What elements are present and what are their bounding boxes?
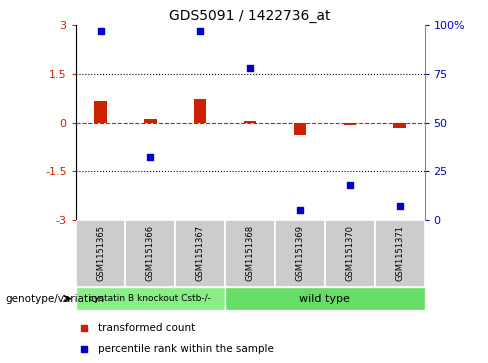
FancyBboxPatch shape xyxy=(225,220,275,287)
Bar xyxy=(244,121,256,122)
Text: genotype/variation: genotype/variation xyxy=(5,294,104,303)
Point xyxy=(81,346,88,352)
Text: GSM1151367: GSM1151367 xyxy=(196,225,205,281)
FancyBboxPatch shape xyxy=(325,220,375,287)
FancyBboxPatch shape xyxy=(375,220,425,287)
Point xyxy=(296,207,304,213)
Point xyxy=(396,203,404,209)
Title: GDS5091 / 1422736_at: GDS5091 / 1422736_at xyxy=(169,9,331,23)
Text: wild type: wild type xyxy=(300,294,350,303)
Text: GSM1151366: GSM1151366 xyxy=(146,225,155,281)
Text: GSM1151371: GSM1151371 xyxy=(395,225,404,281)
Point xyxy=(196,28,204,34)
Text: GSM1151368: GSM1151368 xyxy=(245,225,255,281)
Text: cystatin B knockout Cstb-/-: cystatin B knockout Cstb-/- xyxy=(89,294,211,303)
Text: percentile rank within the sample: percentile rank within the sample xyxy=(98,344,274,354)
Text: GSM1151370: GSM1151370 xyxy=(346,225,354,281)
Point xyxy=(346,182,354,188)
FancyBboxPatch shape xyxy=(225,287,425,310)
Point xyxy=(146,155,154,160)
Point xyxy=(246,65,254,71)
Bar xyxy=(194,99,206,122)
FancyBboxPatch shape xyxy=(275,220,325,287)
Point xyxy=(97,28,104,34)
Text: GSM1151369: GSM1151369 xyxy=(295,225,305,281)
FancyBboxPatch shape xyxy=(76,287,225,310)
Bar xyxy=(393,122,406,129)
Bar xyxy=(144,119,157,122)
Text: GSM1151365: GSM1151365 xyxy=(96,225,105,281)
Text: transformed count: transformed count xyxy=(98,323,196,333)
Bar xyxy=(294,122,306,135)
Bar xyxy=(344,122,356,125)
FancyBboxPatch shape xyxy=(175,220,225,287)
FancyBboxPatch shape xyxy=(76,220,125,287)
Point xyxy=(81,325,88,331)
FancyBboxPatch shape xyxy=(125,220,175,287)
Bar xyxy=(94,102,107,122)
